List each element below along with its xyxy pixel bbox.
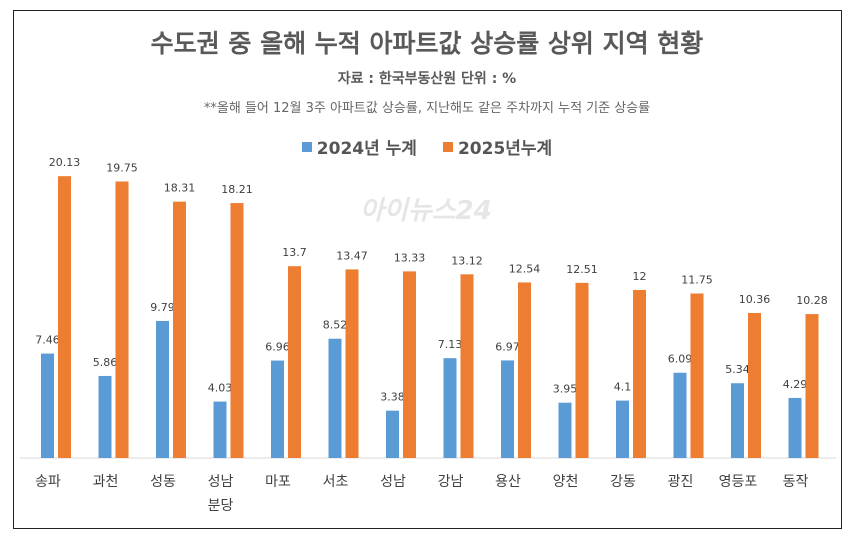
bar-2024 [443, 358, 457, 458]
bar-2025 [518, 282, 531, 458]
data-label: 12.51 [566, 263, 598, 276]
bar-2025 [403, 271, 416, 458]
legend-item-2024: 2024년 누계 [301, 134, 417, 159]
bar-2024 [673, 372, 687, 458]
legend: 2024년 누계 2025년누계 [0, 134, 854, 159]
bar-2024 [501, 360, 514, 458]
data-label: 13.33 [394, 251, 426, 264]
x-tick-label: 송파 [35, 474, 61, 490]
data-label: 7.46 [35, 334, 60, 347]
data-label: 13.12 [451, 254, 483, 267]
bar-2024 [213, 401, 227, 458]
data-label: 6.96 [265, 341, 290, 354]
data-label: 8.52 [323, 319, 348, 332]
bar-2025 [748, 312, 761, 458]
data-label: 12 [633, 270, 647, 283]
bar-2025 [633, 290, 646, 458]
data-label: 11.75 [681, 274, 713, 287]
bar-2025 [58, 176, 71, 458]
data-label: 6.97 [495, 340, 520, 353]
bar-2024 [156, 320, 169, 458]
legend-swatch-2025 [442, 141, 453, 152]
bar-2025 [288, 266, 301, 458]
legend-label-2025: 2025년누계 [457, 139, 553, 159]
bar-2024 [731, 383, 744, 458]
data-label: 20.13 [49, 156, 81, 169]
chart-title: 수도권 중 올해 누적 아파트값 상승률 상위 지역 현황 [150, 29, 704, 58]
x-tick-label: 용산 [495, 474, 521, 490]
data-label: 9.79 [150, 301, 175, 314]
bar-2024 [558, 402, 572, 458]
data-label: 3.95 [553, 383, 578, 396]
data-label: 6.09 [668, 353, 693, 366]
data-label: 4.29 [783, 378, 808, 391]
x-tick-label: 영등포 [719, 474, 758, 490]
legend-swatch-2024 [301, 141, 312, 152]
data-label: 10.36 [739, 293, 771, 306]
bar-2024 [328, 338, 342, 458]
data-label: 13.7 [282, 246, 307, 259]
x-tick-label: 강남 [438, 474, 464, 490]
chart-subtitle: 자료 : 한국부동산원 단위 : % [337, 71, 517, 87]
bar-2025 [460, 274, 474, 458]
data-label: 13.47 [336, 249, 368, 262]
data-label: 5.86 [93, 356, 118, 369]
x-tick-label: 성남 [208, 474, 234, 490]
x-tick-label: 강동 [610, 474, 636, 490]
data-label: 3.38 [380, 391, 405, 404]
x-tick-label: 마포 [265, 474, 291, 490]
legend-item-2025: 2025년누계 [442, 134, 553, 159]
bar-2025 [115, 181, 129, 458]
data-label: 4.03 [208, 382, 233, 395]
data-label: 10.28 [796, 294, 828, 307]
watermark: 아이뉴스24 [360, 196, 492, 226]
data-label: 7.13 [438, 338, 463, 351]
data-label: 5.34 [725, 363, 750, 376]
chart-frame [13, 10, 842, 529]
legend-label-2024: 2024년 누계 [316, 139, 417, 159]
bar-2025 [173, 201, 186, 458]
bar-2024 [788, 397, 802, 458]
data-label: 12.54 [509, 262, 541, 275]
bar-2024 [271, 360, 284, 458]
bar-2025 [345, 269, 359, 458]
bar-2024 [41, 353, 54, 458]
x-tick-label: 양천 [553, 474, 579, 490]
data-label: 4.1 [614, 381, 632, 394]
x-tick-label: 광진 [668, 474, 694, 490]
x-tick-label: 성남 [380, 474, 406, 490]
bar-2025 [230, 203, 244, 458]
bar-2024 [386, 410, 399, 458]
data-label: 18.31 [164, 182, 196, 195]
bar-2025 [805, 314, 819, 458]
bar-2025 [690, 293, 704, 458]
x-tick-label: 동작 [783, 474, 809, 490]
bar-2025 [575, 282, 589, 458]
bar-2024 [98, 375, 112, 458]
x-tick-label: 서초 [323, 474, 349, 490]
data-label: 19.75 [106, 162, 138, 175]
x-tick-label: 성동 [150, 474, 176, 490]
data-label: 18.21 [221, 183, 253, 196]
bar-2024 [616, 400, 629, 458]
x-tick-label: 과천 [93, 474, 119, 490]
x-tick-label: 분당 [208, 498, 234, 514]
chart-note: **올해 들어 12월 3주 아파트값 상승률, 지난해도 같은 주차까지 누적… [203, 101, 651, 116]
